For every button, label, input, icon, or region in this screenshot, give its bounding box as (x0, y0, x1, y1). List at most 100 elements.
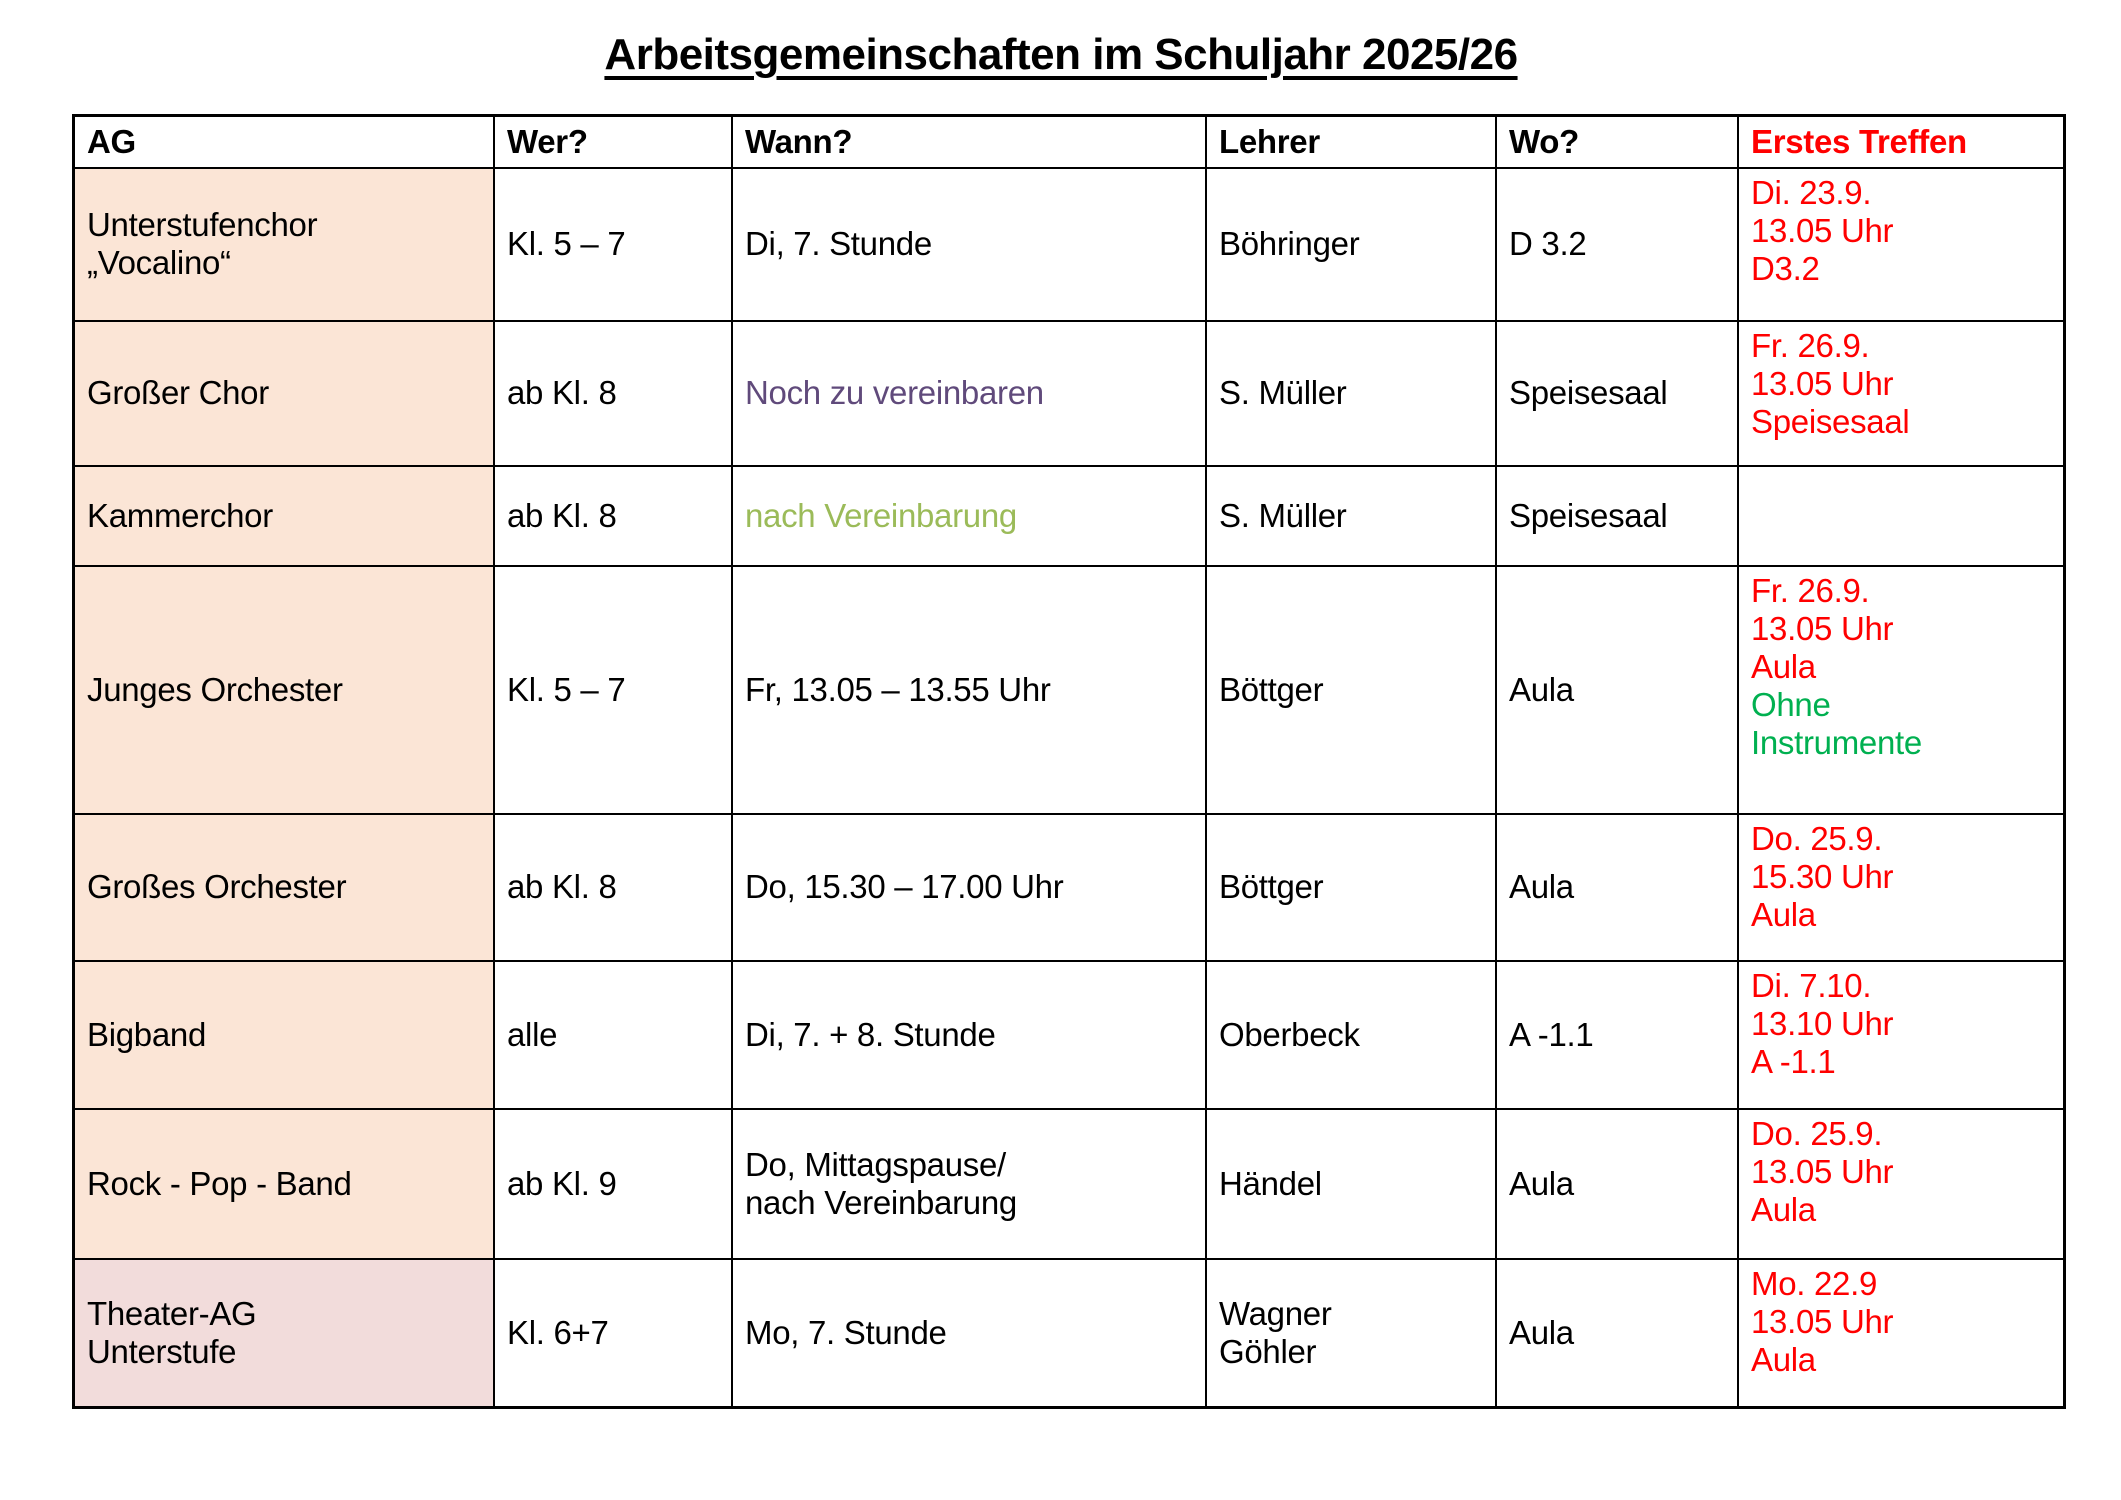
cell-wer: ab Kl. 9 (493, 1107, 733, 1260)
cell-lehrer: S. Müller (1205, 319, 1497, 467)
cell-lehrer: Böttger (1205, 564, 1497, 815)
cell-wer: Kl. 6+7 (493, 1257, 733, 1409)
table-row: Theater-AG Unterstufe Kl. 6+7 Mo, 7. Stunde… (72, 1257, 2066, 1409)
cell-line: ab Kl. 8 (507, 374, 617, 411)
cell-line: Do. 25.9. (1751, 819, 1883, 857)
cell-lehrer: S. Müller (1205, 464, 1497, 567)
table-row: Kammerchor ab Kl. 8 nach Vereinbarung S. Mü… (72, 464, 2066, 567)
cell-wer: Kl. 5 – 7 (493, 166, 733, 322)
cell-line: Händel (1219, 1164, 1322, 1202)
cell-line: Bigband (87, 1015, 207, 1053)
table-row: Großer Chor ab Kl. 8 Noch zu vereinbaren S.… (72, 319, 2066, 467)
cell-lehrer: Wagner Göhler (1205, 1257, 1497, 1409)
cell-treffen: Fr. 26.9. 13.05 Uhr Speisesaal (1737, 319, 2066, 467)
cell-wann: Di, 7. Stunde (731, 166, 1207, 322)
cell-line: 13.05 Uhr (1751, 1152, 1894, 1190)
cell-line: Kl. 5 – 7 (507, 670, 626, 708)
cell-line: Böhringer (1219, 225, 1360, 262)
col-header-treffen: Erstes Treffen (1737, 114, 2066, 169)
cell-wann: Noch zu vereinbaren (731, 319, 1207, 467)
cell-ag: Rock - Pop - Band (72, 1107, 495, 1260)
cell-line: Di. 23.9. (1751, 173, 1872, 211)
cell-line: Do, 15.30 – 17.00 Uhr (745, 868, 1064, 905)
cell-wann: Mo, 7. Stunde (731, 1257, 1207, 1409)
cell-line: 15.30 Uhr (1751, 857, 1894, 895)
cell-wo: Speisesaal (1495, 464, 1739, 567)
cell-wann: Do, 15.30 – 17.00 Uhr (731, 812, 1207, 962)
cell-lehrer: Böttger (1205, 812, 1497, 962)
cell-line: 13.05 Uhr (1751, 211, 1894, 249)
cell-line: Wagner (1219, 1294, 1332, 1332)
cell-wo: A -1.1 (1495, 959, 1739, 1110)
cell-wer: ab Kl. 8 (493, 319, 733, 467)
cell-ag: Kammerchor (72, 464, 495, 567)
cell-line: D3.2 (1751, 249, 1820, 287)
cell-line: Fr. 26.9. (1751, 326, 1870, 364)
cell-line: Speisesaal (1509, 374, 1668, 411)
cell-line: Instrumente (1751, 723, 1922, 761)
cell-line: Oberbeck (1219, 1015, 1360, 1053)
ag-table: AG Wer? Wann? Lehrer Wo? Erstes Treffen Unter… (72, 114, 2066, 1409)
table-header: AG Wer? Wann? Lehrer Wo? Erstes Treffen (72, 114, 2066, 169)
cell-wo: D 3.2 (1495, 166, 1739, 322)
table-row: Großes Orchester ab Kl. 8 Do, 15.30 – 17.0… (72, 812, 2066, 962)
cell-treffen: Di. 7.10. 13.10 Uhr A -1.1 (1737, 959, 2066, 1110)
cell-line: 13.10 Uhr (1751, 1004, 1894, 1042)
cell-line: Aula (1751, 647, 1816, 685)
cell-line: 13.05 Uhr (1751, 364, 1894, 402)
cell-line: Noch zu vereinbaren (745, 374, 1044, 411)
cell-line: Böttger (1219, 868, 1324, 905)
cell-line: Unterstufenchor (87, 206, 318, 243)
cell-treffen (1737, 464, 2066, 567)
cell-wann: Do, Mittagspause/nach Vereinbarung (731, 1107, 1207, 1260)
cell-line: „Vocalino“ (87, 244, 231, 281)
cell-lehrer: Oberbeck (1205, 959, 1497, 1110)
cell-line: alle (507, 1015, 558, 1053)
cell-ag: Großer Chor (72, 319, 495, 467)
table-row: Rock - Pop - Band ab Kl. 9 Do, Mittagspaus… (72, 1107, 2066, 1260)
cell-line: Do. 25.9. (1751, 1114, 1883, 1152)
cell-ag: Theater-AG Unterstufe (72, 1257, 495, 1409)
cell-line: S. Müller (1219, 374, 1347, 411)
col-header-wann: Wann? (731, 114, 1207, 169)
cell-treffen: Do. 25.9. 15.30 Uhr Aula (1737, 812, 2066, 962)
cell-wer: ab Kl. 8 (493, 464, 733, 567)
cell-line: Kammerchor (87, 496, 273, 534)
cell-treffen: Do. 25.9. 13.05 Uhr Aula (1737, 1107, 2066, 1260)
col-header-wo: Wo? (1495, 114, 1739, 169)
cell-wann: nach Vereinbarung (731, 464, 1207, 567)
cell-line: ab Kl. 8 (507, 496, 617, 534)
cell-line: A -1.1 (1751, 1042, 1836, 1080)
cell-wo: Aula (1495, 812, 1739, 962)
cell-line: Mo, 7. Stunde (745, 1313, 947, 1351)
table-row: Junges Orchester Kl. 5 – 7 Fr, 13.05 – 13.… (72, 564, 2066, 815)
cell-line: ab Kl. 9 (507, 1164, 617, 1202)
cell-wo: Aula (1495, 1257, 1739, 1409)
cell-line: 13.05 Uhr (1751, 609, 1894, 647)
cell-wer: alle (493, 959, 733, 1110)
cell-line: Theater-AG (87, 1294, 257, 1332)
cell-treffen: Mo. 22.9 13.05 Uhr Aula (1737, 1257, 2066, 1409)
cell-line: Aula (1509, 1164, 1574, 1202)
cell-wer: Kl. 5 – 7 (493, 564, 733, 815)
cell-lehrer: Händel (1205, 1107, 1497, 1260)
cell-line: Göhler (1219, 1332, 1317, 1370)
cell-line: Aula (1509, 868, 1574, 905)
col-header-wer: Wer? (493, 114, 733, 169)
cell-line: Fr, 13.05 – 13.55 Uhr (745, 670, 1051, 708)
table-row: Bigband alle Di, 7. + 8. Stunde Oberbeck A -… (72, 959, 2066, 1110)
cell-line: Aula (1751, 1340, 1816, 1378)
cell-ag: Großes Orchester (72, 812, 495, 962)
cell-line: Di. 7.10. (1751, 966, 1872, 1004)
header-row: AG Wer? Wann? Lehrer Wo? Erstes Treffen (72, 114, 2066, 169)
cell-line: ab Kl. 8 (507, 868, 617, 905)
cell-wo: Aula (1495, 564, 1739, 815)
cell-line: Do, Mittagspause/ (745, 1145, 1006, 1183)
table-body: Unterstufenchor „Vocalino“ Kl. 5 – 7 Di, 7.… (72, 166, 2066, 1409)
table-row: Unterstufenchor „Vocalino“ Kl. 5 – 7 Di, 7.… (72, 166, 2066, 322)
cell-line: S. Müller (1219, 496, 1347, 534)
cell-line: Ohne (1751, 685, 1831, 723)
cell-line: Junges Orchester (87, 670, 343, 708)
cell-line: Fr. 26.9. (1751, 571, 1870, 609)
